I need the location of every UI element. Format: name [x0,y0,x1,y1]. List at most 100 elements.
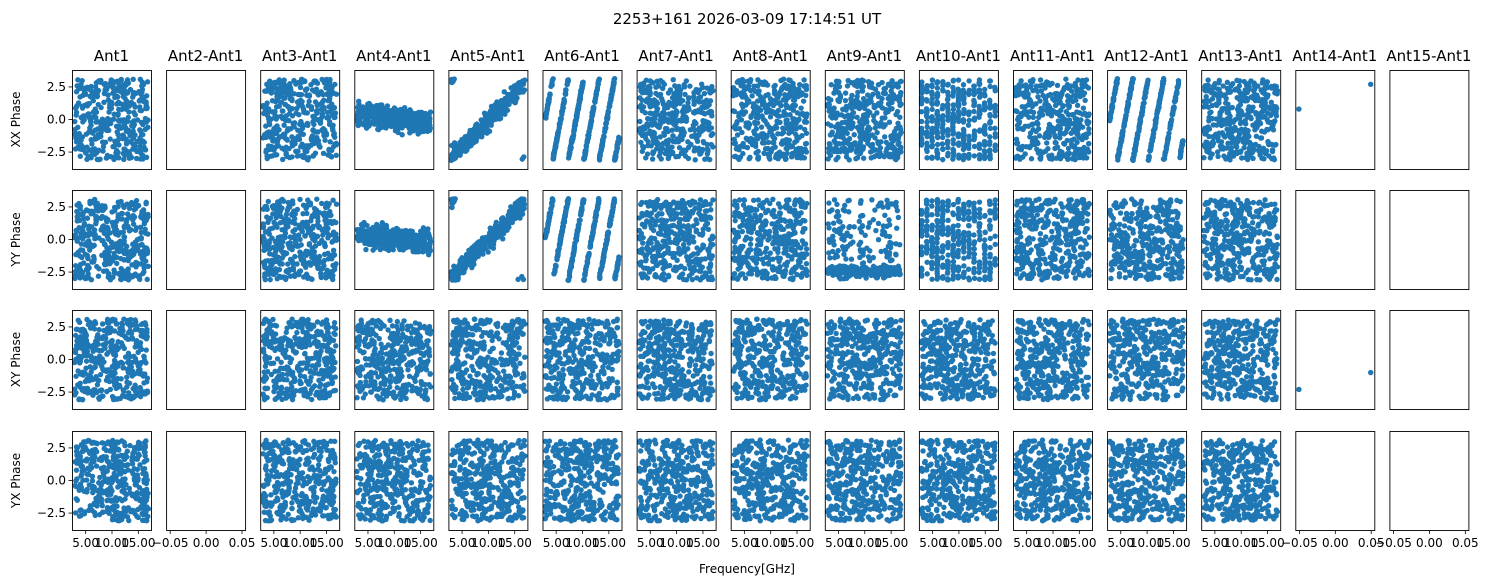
data-point [287,234,293,240]
data-point [126,517,132,524]
data-point [427,482,434,489]
data-point [357,372,363,379]
data-point [142,320,148,326]
data-point [320,91,326,98]
data-point [95,273,102,279]
data-point [318,270,324,276]
data-point [379,321,385,328]
data-point [359,225,365,231]
data-point [281,447,287,453]
data-point [322,470,329,476]
data-point [322,210,328,216]
data-point [87,241,93,247]
data-point [395,467,401,473]
data-point [286,104,292,111]
data-point [270,360,277,366]
data-point [272,439,279,446]
data-point [144,105,150,112]
data-point [393,486,400,493]
data-point [72,346,79,353]
data-point [138,387,144,394]
data-point [285,261,291,267]
data-point [283,329,289,336]
data-point [93,109,100,115]
data-point [128,248,134,255]
data-point [121,152,128,158]
data-point [471,126,477,132]
data-point [279,396,285,403]
data-point [122,496,128,502]
data-point [422,487,429,494]
data-point [93,114,99,121]
data-point [271,383,278,390]
data-point [274,245,280,252]
data-point [104,388,110,395]
data-point [308,142,314,148]
data-point [119,210,126,217]
data-point [316,240,323,247]
data-point [273,337,280,343]
data-point [98,227,104,233]
data-point [332,387,339,394]
data-point [368,378,375,385]
data-point [137,127,143,133]
data-point [385,351,391,357]
data-point [123,508,129,515]
data-point [139,89,145,95]
data-point [124,374,130,380]
data-point [326,95,333,101]
column-title-ant4-ant1: Ant4-Ant1 [356,47,431,65]
data-point [83,477,90,483]
y-tick-label: 0.0 [47,113,66,127]
data-point [110,345,117,351]
data-point [98,122,104,129]
data-point [307,466,313,472]
data-point [330,262,336,269]
panel-yy-phase-ant4-ant1 [354,190,435,290]
data-point [269,143,275,150]
data-point [93,119,99,125]
data-point [100,207,107,213]
data-point [126,109,132,115]
data-point [408,124,415,130]
data-point [305,442,312,448]
data-point [300,202,307,208]
data-point [276,454,283,460]
data-point [72,126,78,133]
data-point [117,216,124,222]
panel-xy-phase-ant2-ant1 [166,310,247,410]
data-point [384,377,390,383]
data-point [76,86,82,92]
data-point [331,506,337,513]
data-point [103,85,109,91]
panel-frame [166,70,247,170]
data-point [296,136,303,142]
data-point [271,83,277,89]
data-point [101,230,108,237]
data-point [424,329,431,335]
data-point [280,490,286,497]
data-point [132,112,138,118]
x-tick-label: 0.05 [229,536,256,550]
data-point [260,346,267,352]
panel-yy-phase-ant2-ant1 [166,190,247,290]
data-point [412,242,418,248]
data-point [329,348,335,354]
data-point [330,127,336,133]
data-point [107,277,114,283]
data-point [132,104,138,110]
y-axis-label-yx-phase: YX Phase [9,453,23,509]
data-point [314,110,321,116]
data-point [100,393,106,399]
data-point [80,92,86,99]
data-point [116,142,122,148]
data-point [132,204,139,210]
data-point [355,122,361,129]
panel-xx-phase-ant4-ant1 [354,70,435,170]
data-point [275,91,282,97]
panel-xx-phase-ant1: −2.50.02.5XX Phase [9,70,152,170]
data-point [129,468,135,475]
y-tick-label: 2.5 [47,80,66,94]
data-point [73,332,79,339]
data-point [399,457,406,464]
